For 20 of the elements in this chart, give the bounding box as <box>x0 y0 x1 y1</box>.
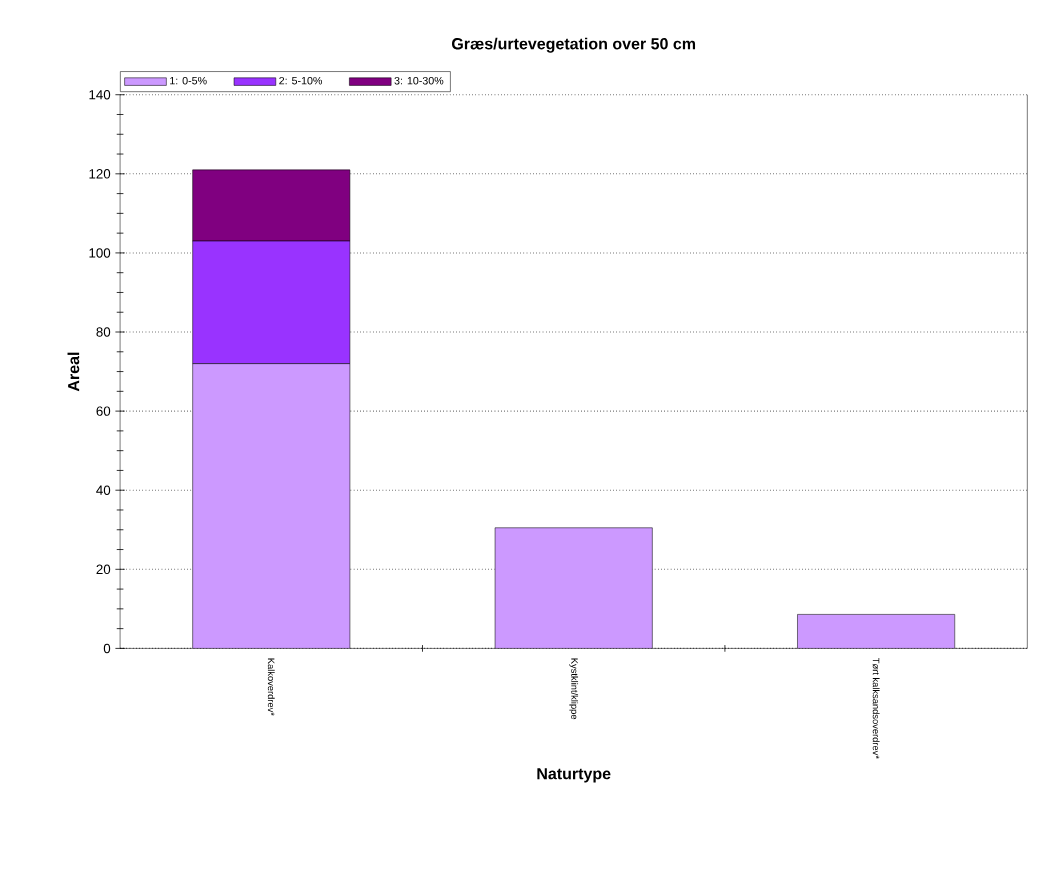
bar <box>495 528 653 649</box>
x-tick-label: Tørt kalksandsoverdrev* <box>872 658 880 760</box>
y-tick-label: 100 <box>89 248 111 258</box>
y-tick-label: 0 <box>103 643 111 654</box>
y-tick-label: 20 <box>96 564 111 575</box>
legend-label: 3: 10-30% <box>394 77 444 85</box>
bar <box>192 363 350 649</box>
x-tick-label: Kystklint/klippe <box>569 658 579 720</box>
y-tick-label: 40 <box>96 485 111 496</box>
legend-label: 2: 5-10% <box>279 77 323 85</box>
x-axis-title: Naturtype <box>537 768 611 783</box>
bar <box>797 614 956 649</box>
y-tick-label: 120 <box>89 169 111 179</box>
y-tick-label: 60 <box>96 406 111 417</box>
chart-title: Græs/urtevegetation over 50 cm <box>452 37 696 53</box>
legend-label: 1: 0-5% <box>170 77 207 85</box>
y-tick-label: 140 <box>89 90 111 100</box>
x-tick-label: Kalkoverdrev* <box>267 658 275 716</box>
y-tick-label: 80 <box>96 327 111 337</box>
y-axis-title: Areal <box>67 352 80 392</box>
